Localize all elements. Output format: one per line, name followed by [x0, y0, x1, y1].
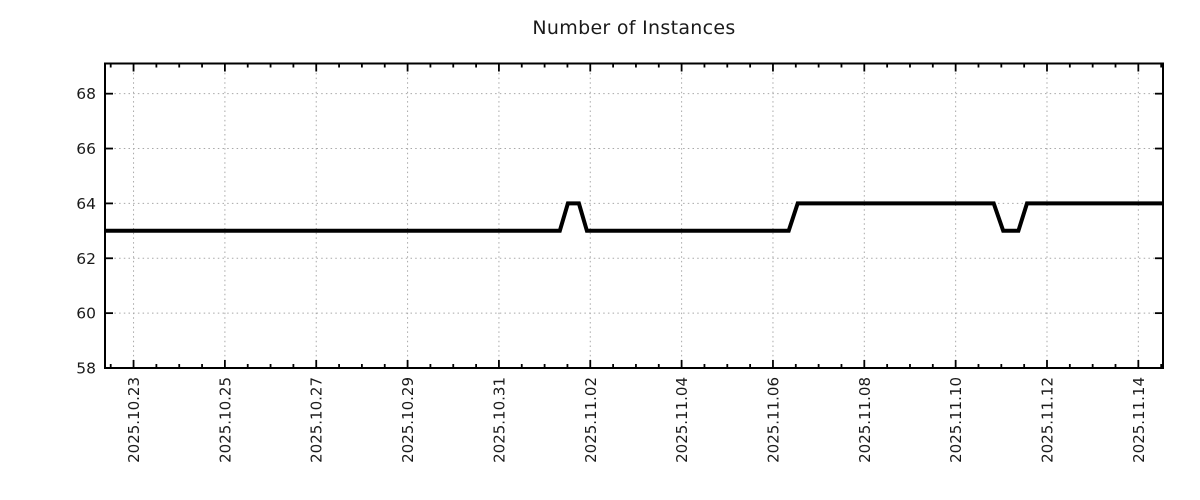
y-tick-label: 64: [76, 195, 96, 213]
x-tick-label: 2025.11.02: [582, 377, 600, 463]
y-tick-label: 60: [76, 305, 96, 323]
plot-border: [104, 62, 1164, 369]
x-tick-label: 2025.10.25: [216, 377, 234, 463]
x-tick-label: 2025.10.27: [308, 377, 326, 463]
y-tick-label: 68: [76, 85, 96, 103]
y-tick-label: 62: [76, 250, 96, 268]
x-tick-label: 2025.10.29: [399, 377, 417, 463]
y-tick-label: 66: [76, 140, 96, 158]
x-tick-label: 2025.10.23: [125, 377, 143, 463]
x-tick-label: 2025.11.04: [673, 377, 691, 463]
x-tick-label: 2025.11.12: [1038, 377, 1056, 463]
x-tick-label: 2025.11.10: [947, 377, 965, 463]
x-tick-label: 2025.11.14: [1130, 377, 1148, 463]
chart-title: Number of Instances: [532, 17, 736, 39]
data-line-instances: [105, 201, 1164, 233]
x-tick-label: 2025.10.31: [490, 377, 508, 463]
x-tick-label: 2025.11.06: [764, 377, 782, 463]
y-tick-label: 58: [76, 360, 96, 378]
x-tick-label: 2025.11.08: [856, 377, 874, 463]
